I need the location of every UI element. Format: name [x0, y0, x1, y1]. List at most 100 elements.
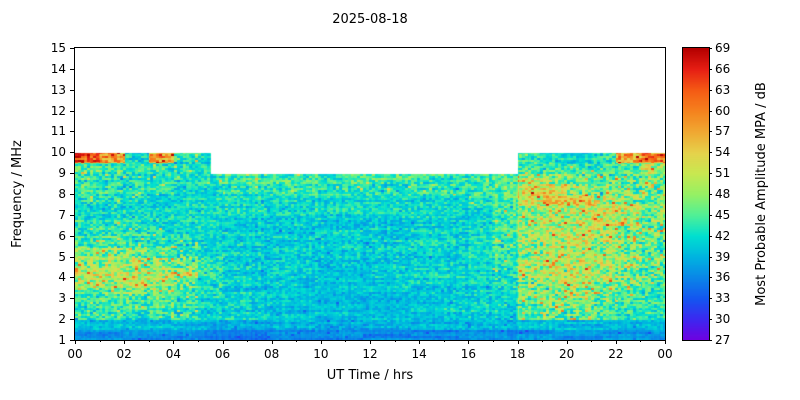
colorbar-tick — [709, 194, 712, 195]
colorbar-label: Most Probable Amplitude MPA / dB — [754, 82, 769, 306]
y-tick-label: 4 — [58, 270, 66, 285]
y-axis-label: Frequency / MHz — [10, 140, 25, 248]
x-tick-label: 04 — [165, 347, 181, 361]
x-axis-label: UT Time / hrs — [326, 368, 414, 383]
y-tick-label: 1 — [58, 333, 66, 347]
x-tick-label: 22 — [608, 347, 624, 361]
x-tick-label: 00 — [657, 347, 673, 361]
y-tick — [70, 131, 75, 133]
x-tick-label: 08 — [264, 347, 280, 361]
x-minor-tick — [492, 340, 494, 342]
x-minor-tick — [247, 340, 249, 342]
colorbar-tick — [709, 48, 712, 49]
x-minor-tick — [394, 340, 396, 342]
y-tick-label: 8 — [58, 187, 66, 201]
y-tick — [70, 235, 75, 237]
colorbar-tick — [709, 68, 712, 70]
x-tick — [271, 340, 273, 344]
x-tick-label: 16 — [460, 347, 476, 361]
x-minor-tick — [148, 340, 150, 342]
x-tick-label: 14 — [411, 347, 427, 361]
colorbar-tick-label: 27 — [715, 333, 731, 347]
y-tick — [70, 340, 75, 341]
x-tick-label: 02 — [116, 347, 132, 361]
x-tick — [75, 340, 76, 344]
colorbar-tick-label: 63 — [715, 82, 731, 97]
x-minor-tick — [99, 340, 101, 342]
x-minor-tick — [197, 340, 199, 342]
y-tick — [70, 256, 75, 258]
y-tick-label: 6 — [58, 228, 66, 243]
colorbar-tick — [709, 256, 712, 258]
y-tick-label: 10 — [50, 145, 66, 160]
x-tick — [124, 340, 126, 344]
x-minor-tick — [443, 340, 445, 342]
x-tick-label: 10 — [313, 347, 329, 361]
x-tick-label: 00 — [67, 347, 83, 361]
colorbar-tick-label: 57 — [715, 124, 731, 139]
colorbar-tick — [709, 319, 712, 321]
colorbar-gradient-canvas — [683, 48, 709, 340]
colorbar-tick-label: 69 — [715, 41, 731, 55]
chart-title: 2025-08-18 — [332, 12, 408, 27]
y-tick-label: 11 — [50, 124, 66, 139]
y-tick-label: 15 — [50, 41, 66, 55]
x-tick — [222, 340, 224, 344]
x-minor-tick — [296, 340, 298, 342]
x-minor-tick — [640, 340, 642, 342]
y-tick — [70, 89, 75, 91]
colorbar-tick-label: 48 — [715, 187, 731, 201]
x-tick — [370, 340, 371, 344]
x-tick — [566, 340, 568, 344]
colorbar-tick-label: 66 — [715, 61, 731, 76]
y-tick-label: 2 — [58, 312, 66, 327]
colorbar-tick-label: 39 — [715, 249, 731, 264]
y-tick-label: 5 — [58, 249, 66, 264]
colorbar-tick-label: 36 — [715, 270, 731, 285]
y-tick-label: 14 — [50, 61, 66, 76]
y-tick — [70, 194, 75, 195]
y-tick — [70, 277, 75, 279]
y-tick-label: 7 — [58, 207, 66, 222]
colorbar-tick-label: 51 — [715, 166, 731, 181]
colorbar-tick — [709, 131, 712, 133]
x-tick — [615, 340, 617, 344]
heatmap-canvas — [75, 48, 665, 340]
x-minor-tick — [542, 340, 544, 342]
y-tick-label: 12 — [50, 103, 66, 118]
colorbar-tick — [709, 277, 712, 279]
x-minor-tick — [591, 340, 593, 342]
colorbar-tick — [709, 152, 712, 154]
colorbar-tick-label: 33 — [715, 291, 731, 306]
x-tick — [468, 340, 470, 344]
y-tick — [70, 298, 75, 300]
x-tick-label: 18 — [509, 347, 526, 361]
colorbar-tick — [709, 214, 712, 216]
colorbar-tick — [709, 173, 712, 175]
y-tick — [70, 173, 75, 175]
x-tick — [173, 340, 175, 344]
colorbar-tick-label: 60 — [715, 103, 731, 118]
colorbar-tick — [709, 110, 712, 112]
colorbar-tick — [709, 89, 712, 91]
y-tick — [70, 214, 75, 216]
y-tick — [70, 68, 75, 70]
y-tick-label: 13 — [50, 82, 66, 97]
colorbar-tick — [709, 298, 712, 300]
x-tick-label: 12 — [362, 347, 378, 361]
x-tick-label: 20 — [559, 347, 575, 361]
y-tick-label: 3 — [58, 291, 66, 306]
colorbar-tick-label: 45 — [715, 207, 731, 222]
x-tick — [517, 340, 519, 344]
y-tick — [70, 319, 75, 321]
x-tick — [320, 340, 322, 344]
colorbar-tick-label: 30 — [715, 312, 731, 327]
colorbar-tick-label: 54 — [715, 145, 731, 160]
x-tick-label: 06 — [214, 347, 231, 361]
y-tick — [70, 152, 75, 154]
y-tick — [70, 48, 75, 49]
x-tick — [419, 340, 421, 344]
colorbar-tick — [709, 340, 712, 341]
x-minor-tick — [345, 340, 347, 342]
